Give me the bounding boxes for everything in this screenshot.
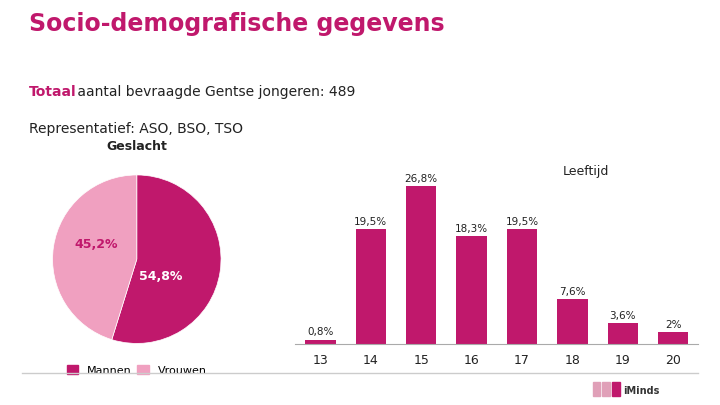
Bar: [612, 382, 619, 396]
Text: 45,2%: 45,2%: [75, 238, 118, 251]
Text: iMinds: iMinds: [623, 386, 660, 396]
Text: 7,6%: 7,6%: [559, 287, 585, 297]
Wedge shape: [53, 175, 137, 340]
Bar: [305, 339, 336, 344]
Bar: [602, 382, 610, 396]
Bar: [608, 323, 638, 344]
Legend: Mannen, Vrouwen: Mannen, Vrouwen: [63, 361, 211, 380]
Title: Geslacht: Geslacht: [107, 140, 167, 153]
Text: 19,5%: 19,5%: [505, 217, 539, 227]
Text: 3,6%: 3,6%: [610, 311, 636, 321]
Bar: [557, 299, 588, 344]
Bar: [406, 186, 436, 344]
Bar: [507, 229, 537, 344]
Bar: [456, 237, 487, 344]
Bar: [593, 382, 600, 396]
Text: aantal bevraagde Gentse jongeren: 489: aantal bevraagde Gentse jongeren: 489: [73, 85, 356, 99]
Text: 54,8%: 54,8%: [139, 270, 182, 283]
Text: 19,5%: 19,5%: [354, 217, 387, 227]
Bar: [658, 333, 688, 344]
Text: 2%: 2%: [665, 320, 681, 330]
Text: 26,8%: 26,8%: [405, 174, 438, 184]
Text: Leeftijd: Leeftijd: [562, 164, 608, 177]
Text: 0,8%: 0,8%: [307, 327, 333, 337]
Text: Representatief: ASO, BSO, TSO: Representatief: ASO, BSO, TSO: [29, 122, 243, 136]
Text: 18,3%: 18,3%: [455, 224, 488, 234]
Text: Totaal: Totaal: [29, 85, 76, 99]
Text: Socio-demografische gegevens: Socio-demografische gegevens: [29, 12, 444, 36]
Bar: [356, 229, 386, 344]
Wedge shape: [112, 175, 221, 343]
